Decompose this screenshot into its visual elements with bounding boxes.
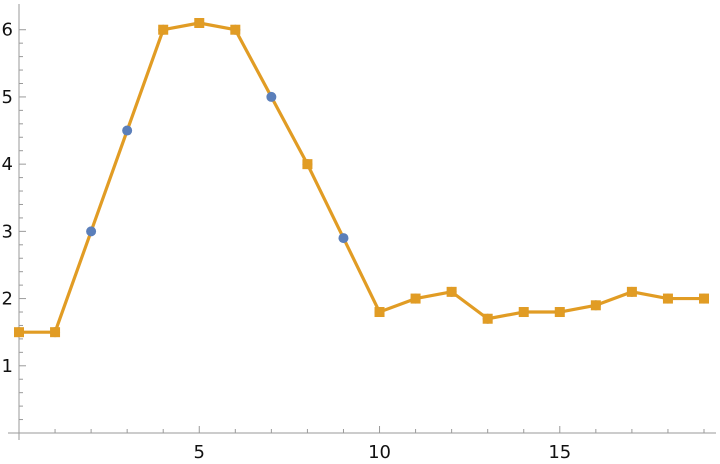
data-point-circle xyxy=(86,226,97,237)
data-point-square xyxy=(158,24,169,35)
markers-layer xyxy=(14,18,709,338)
data-point-square xyxy=(446,286,457,297)
series-line-layer xyxy=(17,21,706,334)
data-point-square xyxy=(662,293,673,304)
x-tick-label: 15 xyxy=(548,442,571,463)
data-point-square xyxy=(230,24,241,35)
data-point-circle xyxy=(266,91,277,102)
series-line xyxy=(17,21,706,334)
y-tick-label: 2 xyxy=(2,289,13,310)
data-point-circle xyxy=(122,125,133,136)
data-point-square xyxy=(410,293,421,304)
data-point-square xyxy=(590,300,601,311)
x-tick-label: 5 xyxy=(194,442,205,463)
data-point-square xyxy=(374,307,385,318)
axes xyxy=(8,4,716,440)
data-point-square xyxy=(554,307,565,318)
y-tick-label: 6 xyxy=(2,20,13,41)
data-point-square xyxy=(194,18,205,28)
x-tick-label: 10 xyxy=(368,442,391,463)
tick-labels-layer: 5 10 15 1 2 3 4 5 6 xyxy=(2,20,572,463)
y-tick-label: 1 xyxy=(2,356,13,377)
data-point-square xyxy=(50,327,61,338)
data-point-circle xyxy=(338,233,349,244)
y-tick-label: 3 xyxy=(2,221,13,242)
data-point-square xyxy=(518,307,529,318)
data-point-square xyxy=(699,293,709,304)
data-point-square xyxy=(482,313,493,324)
data-point-square xyxy=(626,286,637,297)
y-tick-label: 4 xyxy=(2,154,13,175)
data-point-square xyxy=(14,327,24,338)
data-point-square xyxy=(302,159,313,170)
y-tick-label: 5 xyxy=(2,87,13,108)
